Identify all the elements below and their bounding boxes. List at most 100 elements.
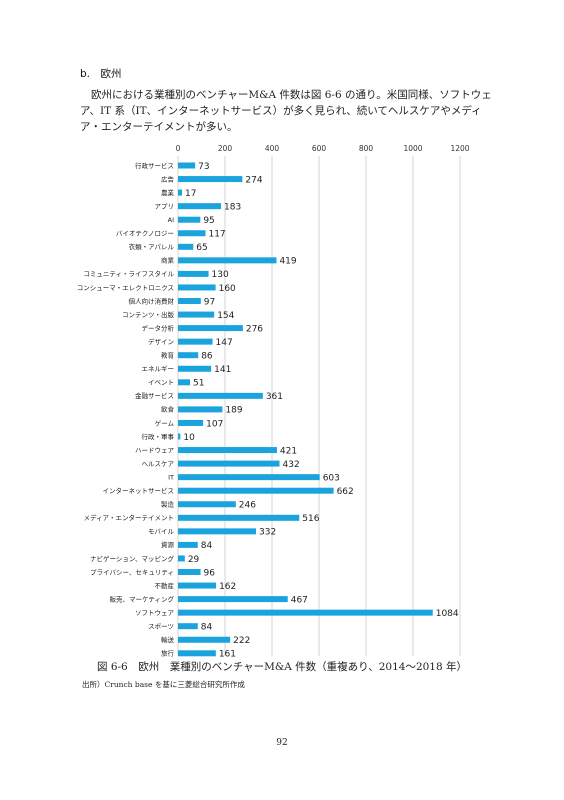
data-label: 421 (280, 446, 297, 456)
category-label: イベント (148, 379, 174, 387)
data-label: 97 (204, 297, 215, 307)
bar (178, 352, 199, 359)
bar (178, 325, 243, 332)
data-label: 154 (217, 311, 234, 321)
bar (178, 569, 201, 575)
bar (178, 596, 288, 603)
bar (178, 243, 194, 250)
category-label: アプリ (155, 202, 175, 210)
category-label: 資源 (161, 540, 175, 549)
category-label: ナビゲーション、マッピング (90, 554, 174, 563)
data-label: 189 (225, 406, 242, 416)
category-label: 旅行 (161, 649, 175, 658)
data-label: 51 (193, 379, 204, 389)
page-number: 92 (276, 738, 288, 748)
category-label: ゲーム (155, 418, 175, 427)
body-paragraph: 欧州における業種別のベンチャーM&A 件数は図 6-6 の通り。米国同様、ソフト… (80, 89, 492, 133)
category-label: 飲食 (161, 405, 175, 414)
data-label: 147 (216, 338, 233, 348)
section-heading: b. 欧州 (80, 68, 122, 80)
x-tick-label: 600 (312, 144, 327, 153)
bar (178, 298, 201, 304)
bar (178, 582, 217, 589)
category-label: IT (168, 473, 174, 481)
data-label: 65 (196, 243, 207, 253)
data-label: 276 (246, 324, 263, 334)
data-label: 662 (337, 487, 354, 497)
category-label: 製造 (161, 500, 175, 509)
category-label: 販売、マーケティング (110, 594, 175, 603)
category-label: エネルギー (142, 365, 175, 373)
data-label: 419 (279, 257, 296, 267)
category-label: 不動産 (155, 581, 175, 590)
bar (178, 433, 181, 440)
bar (178, 501, 236, 508)
chart-grid (177, 156, 461, 656)
bar (178, 176, 243, 183)
bar (178, 487, 334, 494)
x-tick-label: 800 (359, 144, 374, 153)
category-label: 行政・軍事 (142, 432, 175, 441)
data-label: 1084 (436, 609, 459, 619)
data-label: 107 (206, 419, 223, 429)
category-label: ソフトウェア (135, 609, 175, 617)
bar (178, 216, 201, 223)
figure-source: 出所）Crunch base を基に三菱総合研究所作成 (82, 680, 245, 689)
category-label: インターネットサービス (103, 486, 175, 495)
category-label: モバイル (148, 528, 175, 536)
bar (178, 541, 198, 548)
x-tick-label: 400 (265, 144, 280, 153)
category-label: デザイン (148, 337, 174, 346)
bar (178, 555, 185, 562)
data-label: 29 (188, 555, 200, 565)
bar (178, 636, 231, 643)
bar (178, 514, 300, 521)
bar (178, 338, 213, 345)
category-label: バイオテクノロジー (116, 230, 174, 238)
category-label: コミュニティ・ライフスタイル (83, 269, 174, 278)
bar (178, 189, 182, 196)
data-label: 603 (323, 473, 340, 483)
data-label: 332 (259, 528, 276, 538)
data-label: 432 (283, 460, 300, 470)
category-label: 農業 (161, 188, 175, 197)
bar (178, 406, 223, 413)
data-label: 17 (185, 189, 196, 199)
category-label: 行政サービス (135, 161, 174, 170)
bar (178, 257, 277, 264)
category-label: 個人向け消費財 (129, 296, 175, 305)
chart-bars: 行政サービス 73 広告 274 農業 17 アプリ 183 AI 95 バイオテクノロジー 117 衣… (77, 161, 459, 660)
bar (178, 365, 212, 372)
category-label: コンシューマ・エレクトロニクス (77, 284, 174, 292)
bar (178, 284, 216, 291)
x-tick-label: 0 (176, 144, 181, 153)
bar (178, 474, 320, 481)
category-label: メディア・エンターテイメント (83, 513, 174, 522)
data-label: 516 (302, 514, 319, 524)
data-label: 84 (201, 623, 213, 633)
data-label: 84 (201, 541, 213, 551)
bar (178, 650, 216, 657)
data-label: 161 (219, 650, 236, 660)
category-label: 輸送 (161, 635, 175, 644)
bar (178, 447, 277, 454)
data-label: 467 (291, 595, 308, 605)
x-tick-label: 1200 (450, 144, 469, 153)
category-label: 教育 (161, 351, 175, 360)
category-label: AI (168, 216, 174, 224)
bar (178, 379, 190, 386)
bar (178, 609, 433, 616)
category-label: スポーツ (148, 623, 174, 631)
x-tick-label: 1000 (403, 144, 422, 153)
data-label: 160 (219, 284, 236, 294)
data-label: 183 (224, 202, 241, 212)
bar (178, 203, 222, 210)
data-label: 95 (203, 216, 214, 226)
bar (178, 311, 215, 318)
category-label: プライバシー、セキュリティ (90, 568, 174, 576)
data-label: 86 (201, 352, 213, 362)
data-label: 361 (266, 392, 283, 402)
category-label: ハードウェア (135, 446, 175, 454)
data-label: 274 (245, 175, 262, 185)
bar (178, 460, 280, 467)
